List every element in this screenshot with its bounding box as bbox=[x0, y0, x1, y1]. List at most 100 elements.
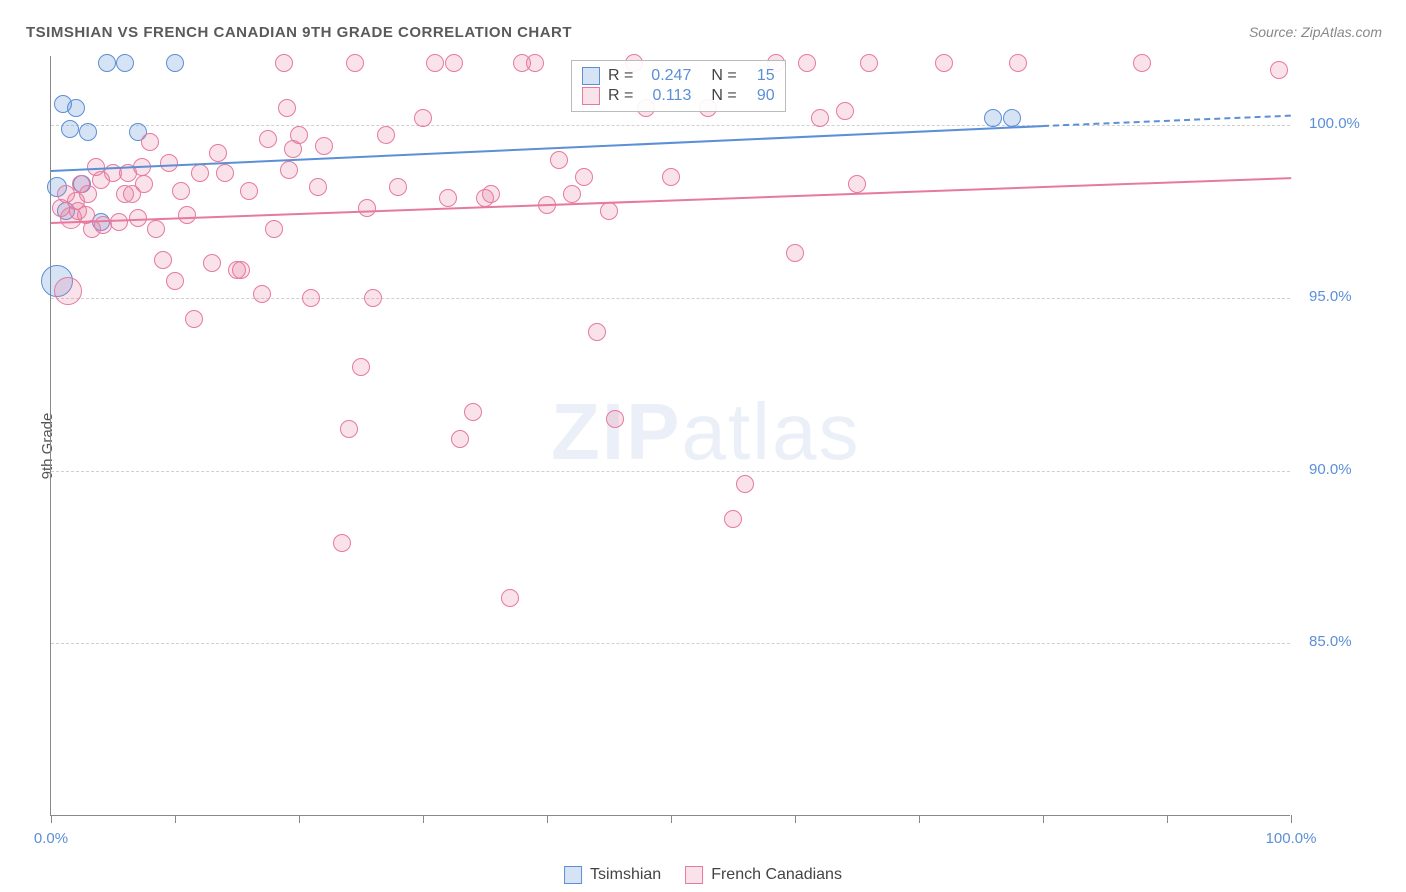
scatter-point bbox=[501, 589, 519, 607]
scatter-point bbox=[1133, 54, 1151, 72]
scatter-point bbox=[154, 251, 172, 269]
scatter-point bbox=[377, 126, 395, 144]
scatter-point bbox=[1270, 61, 1288, 79]
scatter-point bbox=[526, 54, 544, 72]
scatter-point bbox=[860, 54, 878, 72]
scatter-point bbox=[67, 99, 85, 117]
scatter-point bbox=[302, 289, 320, 307]
x-tick bbox=[547, 815, 548, 823]
scatter-point bbox=[280, 161, 298, 179]
scatter-point bbox=[135, 175, 153, 193]
plot-area: 85.0%90.0%95.0%100.0%0.0%100.0%ZIPatlasR… bbox=[50, 56, 1290, 816]
source-label: Source: ZipAtlas.com bbox=[1249, 24, 1382, 40]
scatter-point bbox=[253, 285, 271, 303]
scatter-point bbox=[451, 430, 469, 448]
scatter-point bbox=[191, 164, 209, 182]
y-tick-label: 85.0% bbox=[1309, 633, 1352, 650]
bottom-legend: Tsimshian French Canadians bbox=[564, 866, 842, 884]
legend-label: French Canadians bbox=[711, 866, 842, 884]
scatter-point bbox=[185, 310, 203, 328]
x-tick bbox=[1167, 815, 1168, 823]
x-tick bbox=[795, 815, 796, 823]
scatter-point bbox=[346, 54, 364, 72]
scatter-point bbox=[836, 102, 854, 120]
y-tick-label: 95.0% bbox=[1309, 288, 1352, 305]
scatter-point bbox=[364, 289, 382, 307]
stat-r-label: R = bbox=[608, 67, 633, 85]
scatter-point bbox=[278, 99, 296, 117]
scatter-point bbox=[309, 178, 327, 196]
scatter-point bbox=[1009, 54, 1027, 72]
scatter-point bbox=[333, 534, 351, 552]
y-tick-label: 90.0% bbox=[1309, 461, 1352, 478]
scatter-point bbox=[54, 277, 82, 305]
legend-swatch bbox=[685, 866, 703, 884]
scatter-point bbox=[178, 206, 196, 224]
grid-line bbox=[51, 471, 1290, 472]
scatter-point bbox=[464, 403, 482, 421]
scatter-point bbox=[439, 189, 457, 207]
scatter-point bbox=[426, 54, 444, 72]
scatter-point bbox=[315, 137, 333, 155]
scatter-point bbox=[358, 199, 376, 217]
legend-label: Tsimshian bbox=[590, 866, 661, 884]
stat-r-label: R = bbox=[608, 87, 633, 105]
y-tick-label: 100.0% bbox=[1309, 115, 1360, 132]
scatter-point bbox=[61, 120, 79, 138]
scatter-point bbox=[563, 185, 581, 203]
scatter-point bbox=[141, 133, 159, 151]
scatter-point bbox=[724, 510, 742, 528]
scatter-point bbox=[240, 182, 258, 200]
scatter-point bbox=[160, 154, 178, 172]
x-tick bbox=[51, 815, 52, 823]
scatter-point bbox=[216, 164, 234, 182]
stat-r-value: 0.113 bbox=[641, 87, 691, 105]
chart-title: TSIMSHIAN VS FRENCH CANADIAN 9TH GRADE C… bbox=[26, 24, 572, 41]
scatter-point bbox=[798, 54, 816, 72]
legend-swatch bbox=[582, 87, 600, 105]
scatter-point bbox=[166, 272, 184, 290]
scatter-point bbox=[290, 126, 308, 144]
scatter-point bbox=[786, 244, 804, 262]
scatter-point bbox=[445, 54, 463, 72]
stat-n-value: 90 bbox=[745, 87, 775, 105]
scatter-point bbox=[172, 182, 190, 200]
scatter-point bbox=[352, 358, 370, 376]
scatter-point bbox=[984, 109, 1002, 127]
scatter-point bbox=[79, 185, 97, 203]
scatter-point bbox=[340, 420, 358, 438]
x-tick-label: 0.0% bbox=[34, 830, 68, 847]
scatter-point bbox=[265, 220, 283, 238]
x-tick bbox=[671, 815, 672, 823]
x-tick bbox=[423, 815, 424, 823]
x-tick bbox=[1291, 815, 1292, 823]
stat-n-label: N = bbox=[711, 67, 736, 85]
scatter-point bbox=[79, 123, 97, 141]
scatter-point bbox=[482, 185, 500, 203]
watermark: ZIPatlas bbox=[551, 386, 860, 478]
scatter-point bbox=[662, 168, 680, 186]
stats-row: R =0.247N =15 bbox=[582, 67, 775, 85]
x-tick bbox=[299, 815, 300, 823]
x-tick bbox=[919, 815, 920, 823]
scatter-point bbox=[259, 130, 277, 148]
scatter-point bbox=[550, 151, 568, 169]
scatter-point bbox=[116, 54, 134, 72]
scatter-point bbox=[98, 54, 116, 72]
scatter-point bbox=[147, 220, 165, 238]
scatter-point bbox=[275, 54, 293, 72]
legend-swatch bbox=[564, 866, 582, 884]
grid-line bbox=[51, 298, 1290, 299]
scatter-point bbox=[811, 109, 829, 127]
scatter-point bbox=[110, 213, 128, 231]
scatter-point bbox=[203, 254, 221, 272]
scatter-point bbox=[935, 54, 953, 72]
scatter-point bbox=[166, 54, 184, 72]
stat-n-label: N = bbox=[711, 87, 736, 105]
scatter-point bbox=[389, 178, 407, 196]
scatter-point bbox=[1003, 109, 1021, 127]
legend-item: French Canadians bbox=[685, 866, 842, 884]
scatter-point bbox=[736, 475, 754, 493]
grid-line bbox=[51, 643, 1290, 644]
stat-n-value: 15 bbox=[745, 67, 775, 85]
